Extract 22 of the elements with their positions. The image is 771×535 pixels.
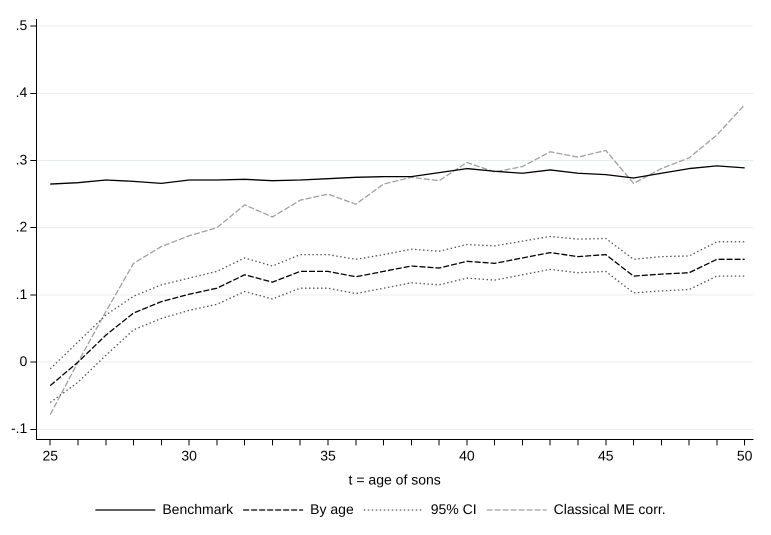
- y-tick-label: .3: [16, 151, 28, 168]
- y-tick-label: .2: [16, 218, 28, 235]
- y-tick-label: .4: [16, 84, 28, 100]
- line-series: [50, 268, 746, 404]
- legend-label: By age: [310, 500, 354, 517]
- x-axis-title: t = age of sons: [348, 471, 441, 488]
- x-tick-label: 30: [181, 448, 198, 464]
- x-tick-label: 35: [320, 448, 336, 464]
- legend-label: Classical ME corr.: [554, 500, 666, 517]
- line-series: [50, 104, 746, 416]
- line-series: [50, 236, 746, 370]
- x-tick-label: 50: [736, 448, 753, 464]
- legend-label: 95% CI: [430, 500, 477, 517]
- x-tick-label: 40: [459, 448, 475, 464]
- x-tick-label: 25: [42, 448, 58, 464]
- x-tick-label: 45: [598, 448, 614, 464]
- legend-label: Benchmark: [162, 500, 234, 517]
- y-tick-label: 0: [20, 352, 28, 369]
- y-tick-label: .1: [16, 286, 28, 302]
- y-tick-label: -.1: [10, 420, 28, 436]
- y-tick-label: .5: [16, 16, 28, 33]
- line-series: [50, 252, 746, 386]
